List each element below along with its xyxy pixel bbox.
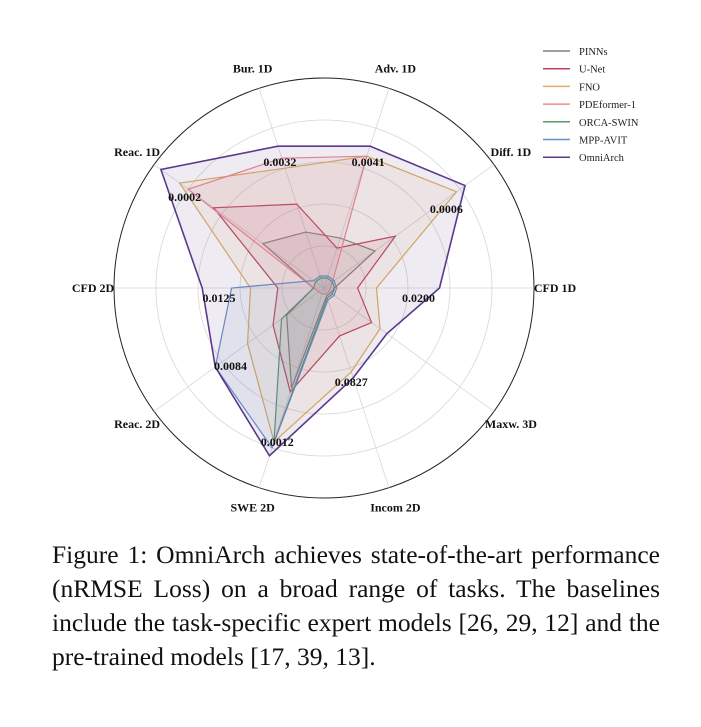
- legend-label: OmniArch: [579, 153, 625, 164]
- axis-line: [323, 287, 495, 412]
- legend-item: PINNs: [543, 47, 608, 58]
- axis-line: [323, 88, 390, 289]
- axis-label: Bur. 1D: [233, 61, 273, 75]
- value-label: 0.0827: [335, 375, 368, 389]
- series-mpp-avit: [214, 275, 338, 450]
- value-label: 0.0125: [203, 291, 236, 305]
- axis-line: [323, 287, 390, 488]
- axis-line: [153, 287, 325, 412]
- legend-label: U-Net: [579, 65, 605, 76]
- axis-label: Reac. 1D: [114, 145, 160, 159]
- figure-caption: Figure 1: OmniArch achieves state-of-the…: [52, 540, 660, 671]
- value-label: 0.0084: [214, 359, 247, 373]
- legend-label: ORCA-SWIN: [579, 118, 639, 129]
- axis-labels: Bur. 1D 0.0032 Adv. 1D 0.0041 Diff. 1D 0.0006…: [72, 61, 577, 514]
- legend-item: ORCA-SWIN: [543, 118, 639, 129]
- value-label: 0.0200: [402, 291, 435, 305]
- axis-label: Reac. 2D: [114, 417, 160, 431]
- value-label: 0.0002: [168, 190, 201, 204]
- value-label: 0.0041: [352, 155, 385, 169]
- legend-label: FNO: [579, 82, 600, 93]
- axis-label: Maxw. 3D: [485, 417, 537, 431]
- radar-chart: Bur. 1D 0.0032 Adv. 1D 0.0041 Diff. 1D 0.0006…: [72, 47, 639, 515]
- series-u-net: [212, 203, 397, 394]
- legend: PINNs U-Net FNO PDEformer-1 ORCA-SWIN MPP-AVI…: [543, 47, 639, 164]
- axis-label: Adv. 1D: [375, 61, 417, 75]
- axis-label: Incom 2D: [370, 501, 421, 515]
- series-polygons: [159, 145, 466, 458]
- series-orca-swin: [273, 277, 336, 442]
- axis-label: CFD 2D: [72, 281, 115, 295]
- series-pinns: [261, 231, 377, 389]
- axis-line: [258, 88, 325, 289]
- series-omniarch: [159, 145, 466, 458]
- legend-item: PDEformer-1: [543, 100, 636, 111]
- axis-line: [153, 164, 325, 289]
- legend-label: PINNs: [579, 47, 608, 58]
- value-label: 0.0032: [263, 155, 296, 169]
- value-label: 0.0012: [261, 435, 294, 449]
- axis-label: CFD 1D: [534, 281, 577, 295]
- axis-label: SWE 2D: [230, 501, 275, 515]
- axis-label: Diff. 1D: [491, 145, 532, 159]
- legend-label: MPP-AVIT: [579, 136, 628, 147]
- series-pdeformer-1: [186, 155, 368, 295]
- legend-item: OmniArch: [543, 153, 625, 164]
- value-label: 0.0006: [430, 202, 463, 216]
- series-fno: [178, 155, 458, 443]
- legend-item: FNO: [543, 82, 600, 93]
- legend-item: MPP-AVIT: [543, 136, 628, 147]
- legend-label: PDEformer-1: [579, 100, 636, 111]
- legend-item: U-Net: [543, 65, 605, 76]
